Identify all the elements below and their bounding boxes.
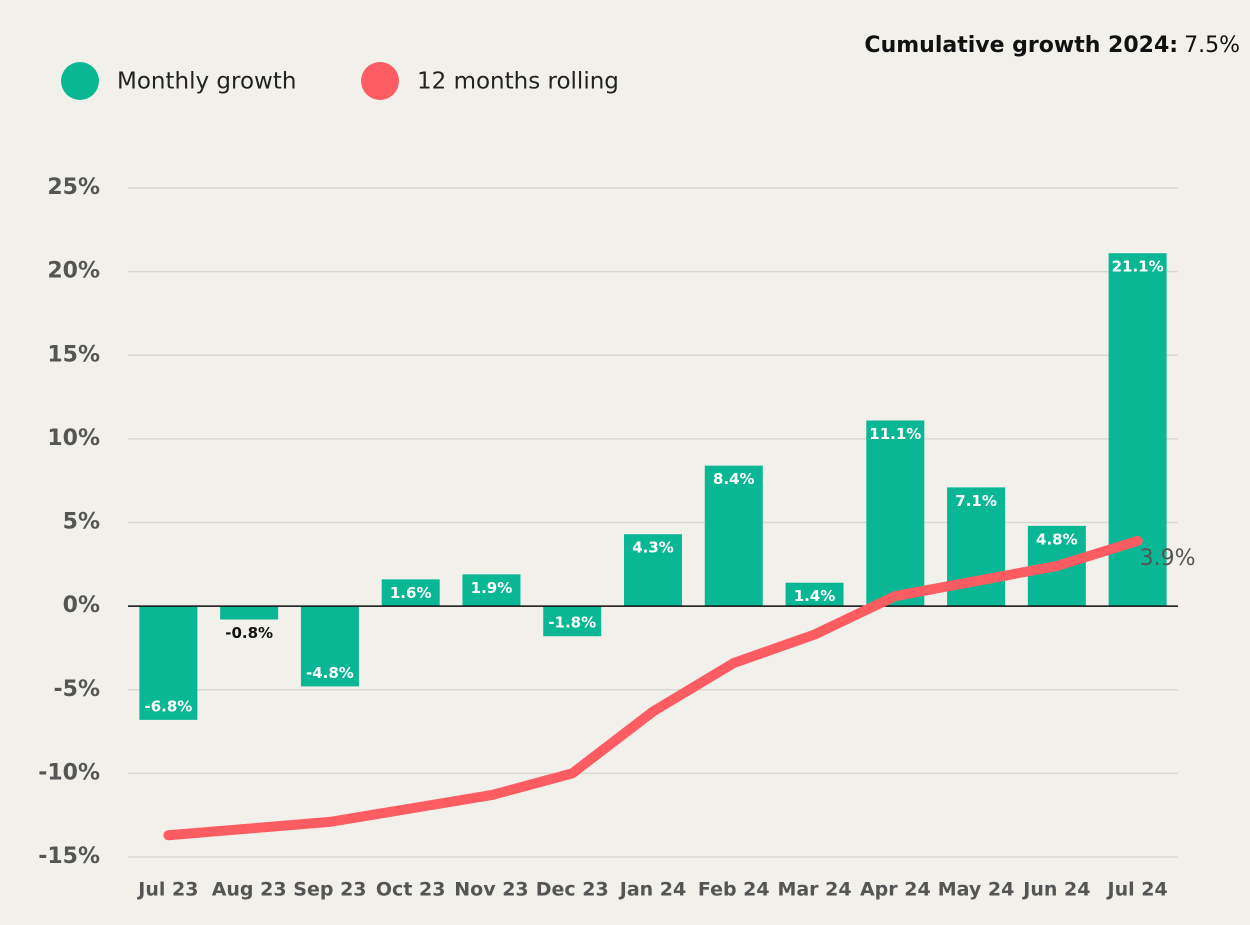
bar (462, 574, 521, 607)
y-tick-label: -15% (38, 844, 100, 869)
annotation-label: Cumulative growth 2024: (864, 33, 1178, 58)
legend-label: 12 months rolling (417, 69, 619, 95)
end-label: 3.9% (1140, 546, 1196, 571)
bar (785, 582, 844, 607)
data-label: 4.3% (632, 539, 674, 557)
y-tick-label: 20% (47, 259, 100, 284)
bar (381, 579, 440, 607)
data-label: -0.8% (225, 624, 273, 642)
y-tick-label: 5% (63, 510, 100, 535)
bar (704, 465, 763, 607)
data-label: 1.6% (390, 584, 432, 602)
x-tick-label: Sep 23 (293, 879, 366, 901)
x-tick-label: Jan 24 (618, 879, 686, 901)
data-label: 1.4% (794, 587, 836, 605)
legend-swatch (61, 62, 99, 100)
line (163, 535, 1143, 841)
y-tick-label: 25% (47, 175, 100, 200)
x-tick-label: Mar 24 (777, 879, 851, 901)
annotation: Cumulative growth 2024: 7.5% (864, 33, 1240, 58)
y-tick-label: 15% (47, 342, 100, 367)
data-label: 4.8% (1036, 530, 1078, 548)
x-tick-label: Aug 23 (212, 879, 287, 901)
y-tick-label: 0% (63, 593, 100, 618)
x-tick-label: Nov 23 (454, 879, 528, 901)
x-tick-label: Dec 23 (536, 879, 609, 901)
legend-label: Monthly growth (117, 69, 296, 95)
bar (543, 606, 602, 637)
data-label: 8.4% (713, 470, 755, 488)
y-tick-label: -10% (38, 760, 100, 785)
data-label: -1.8% (548, 614, 596, 632)
bar (866, 420, 925, 607)
y-tick-label: 10% (47, 426, 100, 451)
data-label: -4.8% (306, 664, 354, 682)
x-tick-label: Jun 24 (1021, 879, 1090, 901)
data-label: 11.1% (869, 425, 921, 443)
bar (624, 534, 682, 607)
annotation-value: 7.5% (1184, 33, 1240, 58)
data-label: -6.8% (144, 697, 192, 715)
data-label: 21.1% (1112, 258, 1164, 276)
x-tick-label: May 24 (938, 879, 1015, 901)
x-tick-label: Feb 24 (698, 879, 770, 901)
data-label: 7.1% (955, 492, 997, 510)
x-tick-label: Apr 24 (860, 879, 931, 901)
data-label: 1.9% (471, 579, 513, 597)
y-tick-label: -5% (54, 677, 100, 702)
legend-swatch (361, 62, 399, 100)
bar (139, 606, 198, 720)
x-tick-label: Jul 24 (1106, 879, 1168, 901)
x-tick-label: Oct 23 (376, 879, 446, 901)
bar (220, 606, 279, 620)
bar (300, 606, 359, 687)
x-tick-label: Jul 23 (136, 879, 198, 901)
